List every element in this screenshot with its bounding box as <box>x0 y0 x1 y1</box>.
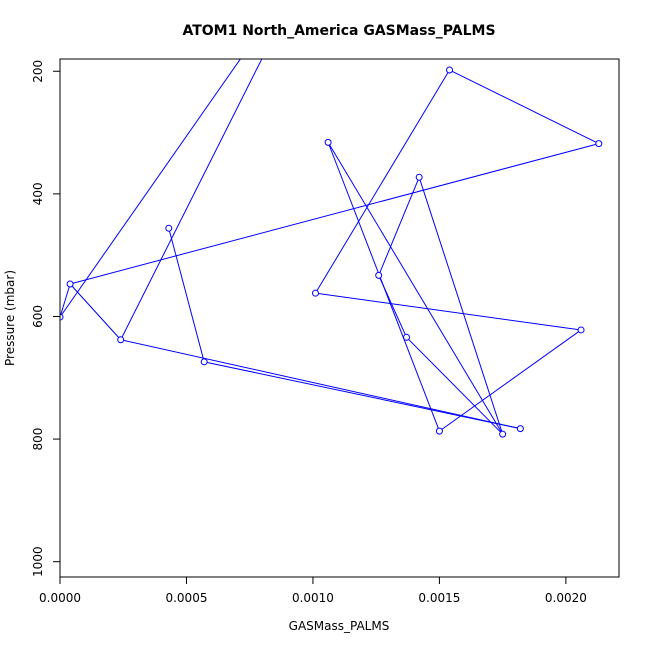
data-point <box>311 289 319 297</box>
data-point <box>577 326 585 334</box>
y-axis: 200 400 600 800 1000 <box>31 60 61 577</box>
series-line-segment <box>120 339 521 430</box>
series-line-segment <box>378 275 407 338</box>
data-point <box>403 333 411 341</box>
plot-area <box>60 59 603 438</box>
data-point <box>415 173 423 181</box>
data-point <box>200 358 208 366</box>
x-axis-label: GASMass_PALMS <box>289 619 390 633</box>
data-point <box>375 271 383 279</box>
data-point <box>516 425 524 433</box>
x-axis: 0.0000 0.0005 0.0010 0.0015 0.0020 <box>39 576 587 605</box>
series-line-segment <box>315 292 582 331</box>
series-line-segment <box>418 177 504 435</box>
x-tick-label: 0.0010 <box>292 591 334 605</box>
data-point <box>324 138 332 146</box>
series-line-segment <box>406 336 504 435</box>
series-line-segment <box>60 283 71 318</box>
series-line-segment <box>378 177 420 276</box>
data-point <box>446 66 454 74</box>
x-tick-label: 0.0015 <box>418 591 460 605</box>
series-line-segment <box>168 228 205 362</box>
series-line-segment <box>60 59 241 318</box>
series-line-segment <box>69 283 122 341</box>
y-tick-label: 1000 <box>31 546 45 577</box>
y-tick-label: 800 <box>31 428 45 451</box>
data-point <box>66 280 74 288</box>
series-line-segment <box>327 142 504 435</box>
x-tick-label: 0.0020 <box>545 591 587 605</box>
y-tick-label: 600 <box>31 305 45 328</box>
series-line-segment <box>120 59 263 340</box>
x-tick-label: 0.0000 <box>39 591 81 605</box>
data-point <box>165 224 173 232</box>
series-line-segment <box>439 329 582 432</box>
y-tick-label: 400 <box>31 182 45 205</box>
data-point <box>595 140 603 148</box>
series-line-segment <box>69 143 599 285</box>
data-point <box>117 336 125 344</box>
chart-title: ATOM1 North_America GASMass_PALMS <box>182 23 495 39</box>
series-line-segment <box>315 69 450 294</box>
series-line-segment <box>449 69 599 145</box>
data-point <box>435 427 443 435</box>
data-point <box>60 313 64 321</box>
y-tick-label: 200 <box>31 60 45 83</box>
y-axis-label: Pressure (mbar) <box>3 270 17 366</box>
data-point <box>499 430 507 438</box>
x-tick-label: 0.0005 <box>165 591 207 605</box>
series-line-segment <box>204 361 521 430</box>
